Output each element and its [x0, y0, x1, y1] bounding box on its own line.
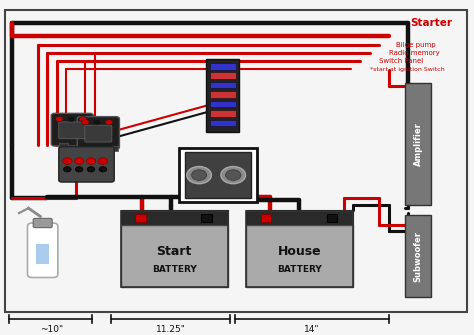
Circle shape: [74, 158, 84, 164]
Text: Amplifier: Amplifier: [414, 122, 423, 165]
Bar: [36, 245, 49, 264]
Text: BATTERY: BATTERY: [277, 266, 322, 274]
Text: Radio memory: Radio memory: [389, 50, 439, 56]
Bar: [210, 110, 236, 117]
Circle shape: [86, 158, 96, 164]
Circle shape: [55, 116, 63, 122]
Bar: [201, 214, 212, 221]
Bar: [210, 120, 236, 126]
Bar: [210, 72, 236, 79]
Circle shape: [79, 116, 87, 122]
Text: 14": 14": [304, 325, 319, 334]
Text: Subwoofer: Subwoofer: [414, 230, 423, 281]
Bar: [59, 143, 68, 148]
Bar: [246, 225, 353, 287]
Circle shape: [67, 116, 75, 122]
Bar: [261, 214, 271, 221]
Bar: [210, 82, 236, 88]
Bar: [210, 91, 236, 98]
Bar: [83, 143, 91, 148]
Text: Bilge pump: Bilge pump: [396, 42, 436, 48]
FancyBboxPatch shape: [59, 147, 114, 182]
Bar: [109, 146, 118, 151]
Text: ~10": ~10": [40, 325, 63, 334]
Bar: [206, 60, 239, 132]
Circle shape: [87, 167, 95, 172]
Circle shape: [64, 167, 71, 172]
Circle shape: [105, 120, 113, 125]
Circle shape: [63, 158, 72, 164]
Bar: [327, 214, 337, 221]
FancyBboxPatch shape: [59, 122, 86, 139]
Bar: [246, 211, 353, 287]
Circle shape: [98, 158, 108, 164]
Circle shape: [191, 170, 207, 180]
FancyBboxPatch shape: [27, 223, 58, 277]
Bar: [179, 148, 257, 202]
Bar: [121, 210, 228, 225]
Circle shape: [93, 120, 101, 125]
FancyBboxPatch shape: [33, 218, 52, 228]
Text: House: House: [278, 245, 322, 258]
Bar: [405, 215, 431, 297]
FancyBboxPatch shape: [85, 125, 112, 142]
Text: BATTERY: BATTERY: [152, 266, 197, 274]
Bar: [135, 214, 146, 221]
Circle shape: [221, 166, 246, 184]
Text: Switch Panel: Switch Panel: [379, 58, 423, 64]
Bar: [85, 146, 94, 151]
Text: Start: Start: [156, 245, 192, 258]
Circle shape: [226, 170, 241, 180]
Bar: [185, 152, 251, 198]
Bar: [210, 63, 236, 70]
Circle shape: [187, 166, 211, 184]
Circle shape: [75, 167, 83, 172]
Bar: [210, 101, 236, 107]
Text: *start at ignition Switch: *start at ignition Switch: [370, 67, 444, 72]
FancyBboxPatch shape: [51, 113, 93, 146]
Bar: [121, 225, 228, 287]
FancyBboxPatch shape: [77, 117, 119, 149]
Bar: [121, 211, 228, 287]
Circle shape: [82, 120, 89, 125]
Bar: [405, 83, 431, 205]
Bar: [246, 210, 353, 225]
Text: Starter: Starter: [410, 18, 452, 28]
Text: 11.25": 11.25": [155, 325, 186, 334]
Circle shape: [99, 167, 107, 172]
